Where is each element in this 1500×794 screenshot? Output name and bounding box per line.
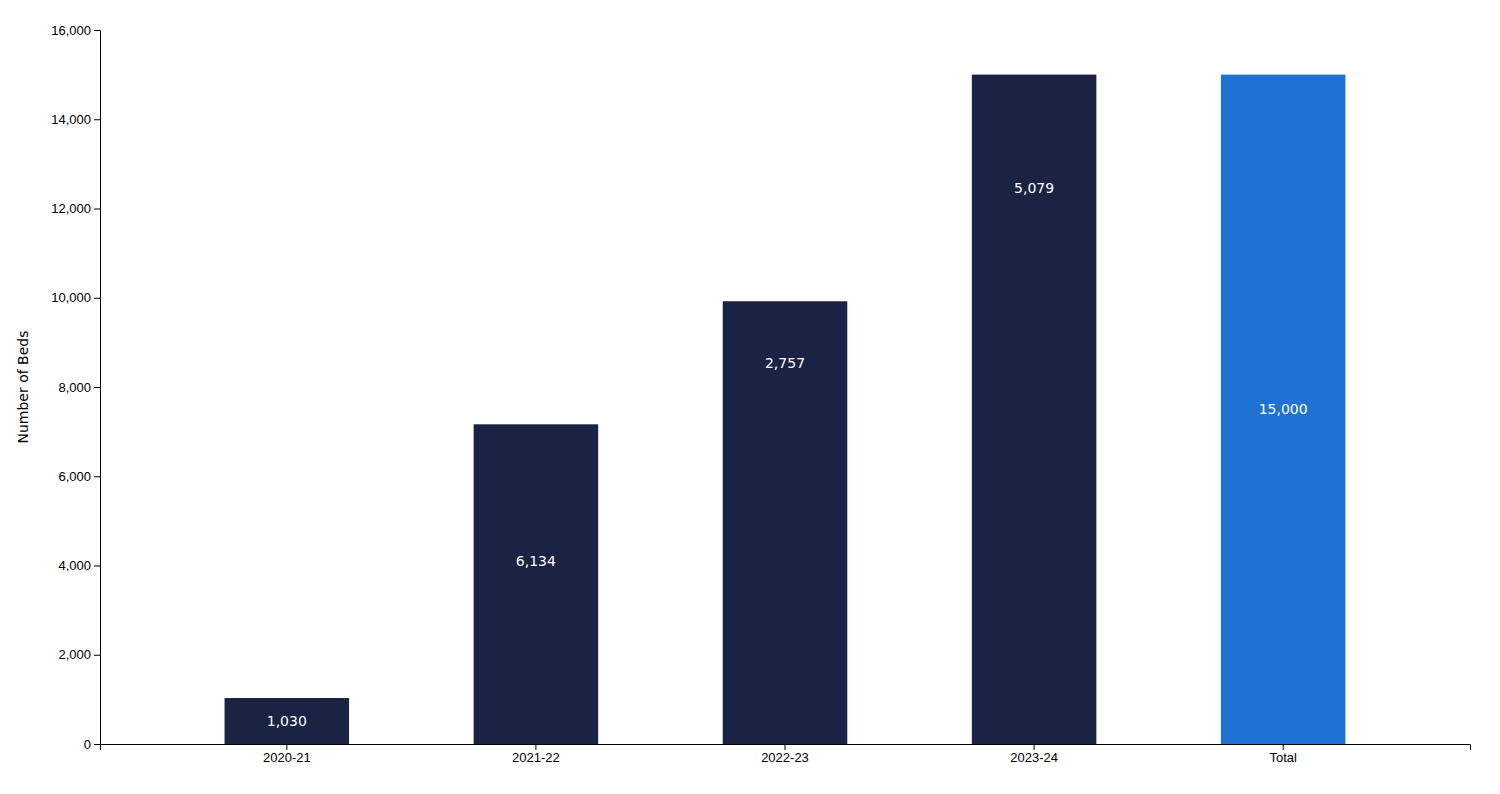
- bar: [474, 424, 599, 744]
- tick: 2020-21: [263, 744, 311, 765]
- tick-label: 4,000: [58, 558, 91, 573]
- tick-label: 0: [84, 737, 91, 752]
- tick-mark: [94, 30, 100, 31]
- tick-label: 6,000: [58, 469, 91, 484]
- chart: 0 2,000 4,000 6,000 8,000 10,000 12,000 14,000 1…: [0, 0, 1500, 794]
- tick-mark: [94, 119, 100, 120]
- tick-mark: [94, 744, 100, 745]
- tick-label: 10,000: [51, 290, 91, 305]
- bar-label: 1,030: [267, 713, 307, 729]
- tick-mark: [535, 744, 536, 750]
- tick-label: 2020-21: [263, 750, 311, 765]
- tick: 14,000: [51, 112, 100, 127]
- bar-label: 6,134: [516, 553, 556, 569]
- tick-label: 2,000: [58, 647, 91, 662]
- bar-label: 15,000: [1259, 401, 1308, 417]
- bar: [723, 301, 848, 744]
- tick-mark: [94, 566, 100, 567]
- tick: 16,000: [51, 23, 100, 38]
- bar-label: 2,757: [765, 355, 805, 371]
- plot: 0 2,000 4,000 6,000 8,000 10,000 12,000 14,000 1…: [15, 23, 1471, 766]
- tick-mark: [94, 209, 100, 210]
- bar-labels: 1,030 6,134 2,757 5,079 15,000: [267, 180, 1308, 729]
- tick-mark: [1034, 744, 1035, 750]
- tick-label: Total: [1269, 750, 1297, 765]
- tick-label: 2021-22: [512, 750, 560, 765]
- tick: 8,000: [58, 380, 100, 395]
- tick: 2021-22: [512, 744, 560, 765]
- tick-label: 16,000: [51, 23, 91, 38]
- tick: 12,000: [51, 201, 100, 216]
- x-axis: 2020-21 2021-22 2022-23 2023-24 Total: [101, 744, 1471, 765]
- bar: [1221, 75, 1346, 744]
- axis-line: [94, 31, 101, 745]
- tick-label: 8,000: [58, 380, 91, 395]
- tick: 2,000: [58, 647, 100, 662]
- tick: 4,000: [58, 558, 100, 573]
- tick: 0: [84, 737, 100, 752]
- tick-mark: [785, 744, 786, 750]
- tick: 10,000: [51, 290, 100, 305]
- y-axis-title: Number of Beds: [15, 330, 31, 443]
- tick-label: 12,000: [51, 201, 91, 216]
- axis-line: [101, 745, 1471, 751]
- bars: [225, 75, 1346, 744]
- bar: [225, 698, 350, 744]
- bar: [972, 75, 1097, 744]
- tick-label: 14,000: [51, 112, 91, 127]
- tick: Total: [1269, 744, 1297, 765]
- tick-mark: [286, 744, 287, 750]
- tick-mark: [1283, 744, 1284, 750]
- tick: 2022-23: [761, 744, 809, 765]
- tick-mark: [94, 298, 100, 299]
- y-axis: 0 2,000 4,000 6,000 8,000 10,000 12,000 14,000 1…: [51, 23, 100, 752]
- tick: 2023-24: [1010, 744, 1058, 765]
- bar-label: 5,079: [1014, 180, 1054, 196]
- tick-mark: [94, 387, 100, 388]
- tick-mark: [94, 655, 100, 656]
- tick-mark: [94, 476, 100, 477]
- tick-label: 2022-23: [761, 750, 809, 765]
- tick: 6,000: [58, 469, 100, 484]
- tick-label: 2023-24: [1010, 750, 1058, 765]
